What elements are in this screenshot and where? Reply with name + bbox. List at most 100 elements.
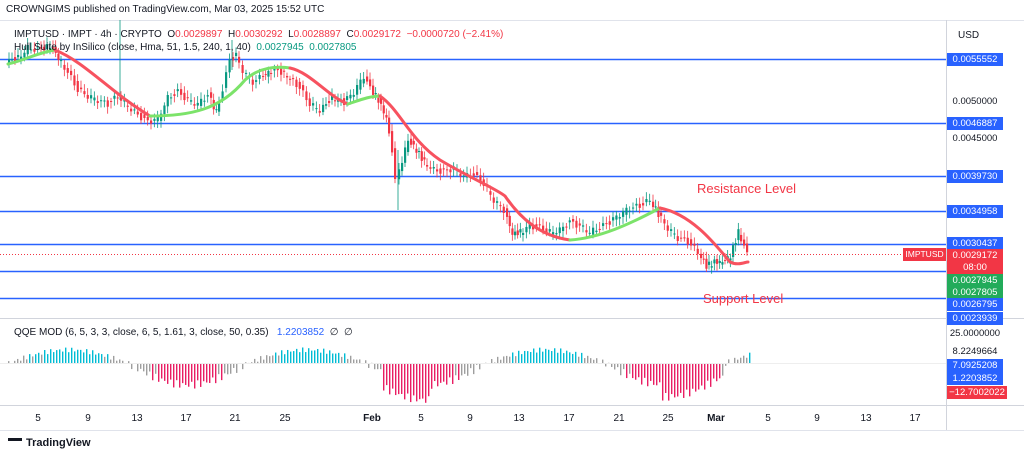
low-value: 0.0028897: [293, 29, 341, 40]
qqe-bar: [191, 363, 193, 382]
candle-body: [130, 108, 133, 112]
candle-body: [36, 47, 39, 49]
indicator-value-1: 0.0027945: [256, 42, 304, 53]
candle-body: [705, 258, 708, 269]
candle-body: [506, 208, 509, 217]
candle-body: [183, 92, 186, 101]
candle-body: [325, 104, 328, 106]
qqe-bar: [242, 363, 244, 370]
candle-body: [238, 56, 241, 63]
candle-body: [746, 243, 749, 253]
candle-body: [743, 239, 746, 246]
qqe-bar: [173, 363, 175, 388]
price-label: 0.0023939: [947, 312, 1003, 325]
candle-body: [14, 57, 17, 62]
qqe-bar: [53, 352, 55, 363]
qqe-bar: [716, 363, 718, 382]
symbol-info: IMPTUSD · IMPT · 4h · CRYPTO: [14, 29, 162, 40]
candle-body: [508, 215, 511, 227]
qqe-bar: [137, 363, 139, 372]
candle-body: [608, 221, 611, 225]
qqe-bar: [164, 363, 166, 381]
time-label: 5: [35, 413, 41, 424]
qqe-bar: [347, 358, 349, 363]
qqe-bar: [197, 363, 199, 381]
qqe-bar: [521, 354, 523, 363]
qqe-bar: [374, 363, 376, 370]
indicator-value-2: 0.0027805: [309, 42, 357, 53]
candle-body: [146, 116, 149, 121]
qqe-bar: [260, 356, 262, 363]
qqe-bar: [182, 363, 184, 384]
qqe-bar: [605, 363, 607, 367]
high-value: 0.0030292: [235, 29, 283, 40]
candle-body: [535, 224, 538, 228]
candle-body: [369, 79, 372, 87]
candle-body: [432, 167, 435, 169]
candle-body: [538, 224, 541, 226]
qqe-bar: [218, 363, 220, 375]
qqe-axis-label: 7.0925208: [947, 359, 1003, 372]
candle-body: [683, 237, 686, 239]
qqe-bar: [500, 359, 502, 363]
candle-body: [186, 97, 189, 99]
candle-body: [286, 76, 289, 78]
candle-body: [120, 96, 123, 101]
qqe-bar: [149, 363, 151, 372]
candle-body: [206, 95, 209, 97]
qqe-bar: [113, 355, 115, 363]
change-value: −0.0000720 (−2.41%): [406, 29, 504, 40]
qqe-bar: [431, 363, 433, 389]
candle-body: [666, 225, 669, 231]
candle-body: [143, 114, 146, 118]
qqe-bar: [290, 351, 292, 363]
time-label: Feb: [363, 413, 381, 424]
candle-body: [439, 168, 442, 174]
candle-body: [542, 225, 545, 232]
candle-body: [150, 120, 153, 124]
qqe-bar: [128, 361, 130, 363]
qqe-bar: [398, 363, 400, 395]
candle-body: [163, 105, 166, 115]
candle-body: [123, 99, 126, 102]
candle-body: [200, 98, 203, 106]
qqe-bar: [98, 353, 100, 363]
qqe-bar: [710, 363, 712, 387]
hull-segment: [658, 206, 750, 266]
qqe-bar: [659, 363, 661, 383]
candle-body: [160, 113, 163, 121]
qqe-bar: [518, 350, 520, 363]
qqe-label: QQE MOD (6, 5, 3, 3, close, 6, 5, 1.61, …: [14, 327, 269, 338]
candle-body: [696, 248, 699, 254]
candle-body: [166, 95, 169, 107]
candle-body: [673, 233, 676, 235]
time-label: 9: [467, 413, 473, 424]
qqe-bar: [92, 350, 94, 363]
candle-body: [410, 138, 413, 145]
qqe-bar: [416, 363, 418, 402]
qqe-bar: [83, 352, 85, 363]
qqe-bar: [104, 356, 106, 363]
candle-body: [33, 49, 36, 52]
qqe-bar: [230, 363, 232, 374]
candle-body: [57, 53, 60, 60]
candle-body: [462, 175, 465, 177]
qqe-bar: [665, 363, 667, 394]
hull-segment: [378, 94, 572, 242]
qqe-hide-icon-2: ∅: [344, 327, 353, 338]
qqe-bar: [275, 352, 277, 363]
qqe-bar: [671, 363, 673, 395]
qqe-bar: [35, 354, 37, 363]
candle-body: [180, 89, 183, 95]
candle-body: [598, 228, 601, 230]
qqe-bar: [389, 363, 391, 395]
qqe-bar: [311, 350, 313, 363]
price-label: 0.0026795: [947, 298, 1003, 311]
candle-body: [366, 76, 369, 82]
qqe-bar: [668, 363, 670, 401]
candle-body: [578, 223, 581, 226]
candle-body: [734, 242, 737, 246]
currency-label[interactable]: USD: [958, 30, 980, 41]
qqe-bar: [101, 354, 103, 363]
